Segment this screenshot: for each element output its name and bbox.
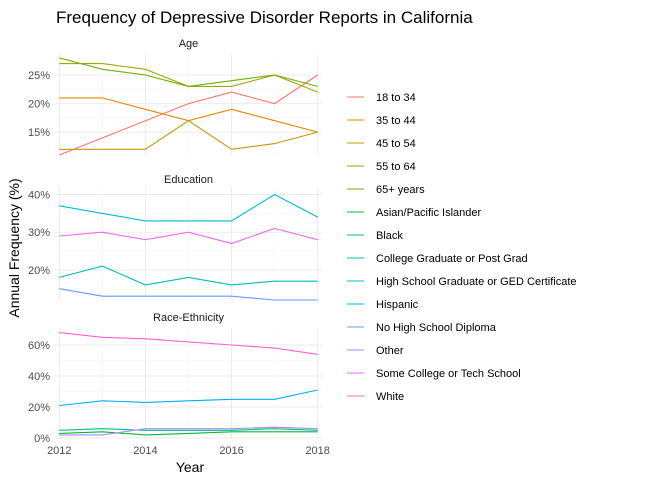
- legend-label: Some College or Tech School: [376, 368, 521, 380]
- y-tick-label: 40%: [28, 371, 50, 383]
- legend-item: Other: [347, 345, 404, 357]
- panel-1: Education 20% 30% 40%: [28, 174, 322, 301]
- panel-0: Age 15% 20% 25%: [28, 38, 322, 156]
- legend-item: High School Graduate or GED Certificate: [347, 276, 577, 288]
- series-line: [59, 332, 318, 355]
- legend: 18 to 34 35 to 44 45 to 54 55 to 64 65+ year…: [347, 92, 577, 403]
- legend-item: White: [347, 391, 404, 403]
- legend-item: 55 to 64: [347, 161, 416, 173]
- series-line: [59, 428, 318, 431]
- chart-title: Frequency of Depressive Disorder Reports…: [56, 8, 473, 27]
- y-tick-label: 20%: [28, 99, 50, 111]
- legend-label: White: [376, 391, 404, 403]
- legend-item: 35 to 44: [347, 115, 416, 127]
- legend-item: 45 to 54: [347, 138, 416, 150]
- series-line: [59, 57, 318, 87]
- x-axis-label: Year: [176, 459, 205, 475]
- x-tick-label: 2014: [133, 445, 157, 457]
- x-tick-label: 2016: [219, 445, 243, 457]
- y-tick-label: 40%: [28, 190, 50, 202]
- y-axis-label: Annual Frequency (%): [6, 178, 22, 317]
- legend-item: Hispanic: [347, 299, 419, 311]
- legend-item: 65+ years: [347, 184, 425, 196]
- x-tick-label: 2012: [47, 445, 71, 457]
- panel-title: Education: [164, 174, 213, 186]
- legend-label: College Graduate or Post Grad: [376, 253, 528, 265]
- legend-label: 18 to 34: [376, 92, 416, 104]
- legend-item: 18 to 34: [347, 92, 416, 104]
- panel-2: Race-Ethnicity 0% 20% 40% 60% 2012 2014 2016 201…: [28, 312, 330, 457]
- series-line: [59, 431, 318, 436]
- legend-item: Black: [347, 230, 403, 242]
- legend-label: No High School Diploma: [376, 322, 497, 334]
- legend-item: Some College or Tech School: [347, 368, 521, 380]
- legend-label: High School Graduate or GED Certificate: [376, 276, 577, 288]
- series-line: [59, 389, 318, 407]
- legend-label: Other: [376, 345, 404, 357]
- y-tick-label: 0%: [34, 433, 50, 445]
- x-tick-label: 2018: [305, 445, 329, 457]
- series-line: [59, 265, 318, 286]
- series-line: [59, 288, 318, 301]
- legend-item: College Graduate or Post Grad: [347, 253, 528, 265]
- legend-label: 45 to 54: [376, 138, 416, 150]
- legend-item: No High School Diploma: [347, 322, 497, 334]
- y-tick-label: 15%: [28, 127, 50, 139]
- legend-label: Asian/Pacific Islander: [376, 207, 481, 219]
- y-tick-label: 25%: [28, 70, 50, 82]
- series-line: [59, 193, 318, 222]
- y-tick-label: 60%: [28, 340, 50, 352]
- legend-label: Black: [376, 230, 403, 242]
- series-line: [59, 426, 318, 436]
- panels: Age15%20%25%Education20%30%40%Race-Ethni…: [28, 38, 330, 457]
- y-tick-label: 20%: [28, 402, 50, 414]
- legend-item: Asian/Pacific Islander: [347, 207, 481, 219]
- series-line: [59, 227, 318, 245]
- legend-label: Hispanic: [376, 299, 419, 311]
- legend-label: 65+ years: [376, 184, 425, 196]
- y-tick-label: 20%: [28, 265, 50, 277]
- legend-label: 35 to 44: [376, 115, 416, 127]
- panel-title: Age: [179, 38, 199, 50]
- panel-title: Race-Ethnicity: [153, 312, 224, 324]
- series-line: [59, 74, 319, 156]
- series-line: [59, 120, 318, 150]
- legend-label: 55 to 64: [376, 161, 416, 173]
- y-tick-label: 30%: [28, 227, 50, 239]
